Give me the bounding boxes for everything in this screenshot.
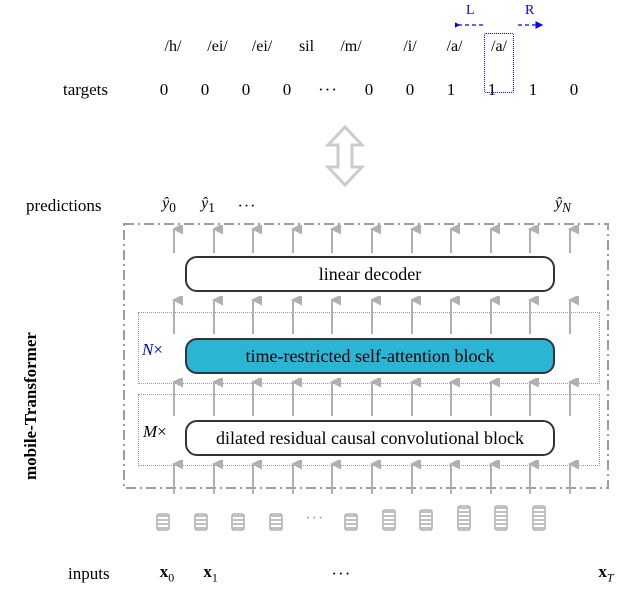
input-feature-glyph [268,500,284,534]
prediction: ŷ0 [159,195,179,216]
input-feature-row: ··· [155,500,547,534]
input-feature-ellipsis: ··· [305,510,321,544]
arrow-set-out [165,225,579,255]
input-symbol [287,562,309,585]
phoneme [378,38,384,56]
prediction [432,195,452,216]
target-value: 1 [434,80,468,100]
target-value: ··· [311,80,345,100]
inputs-row: x0 x1 ··· xT [156,562,620,585]
self-attention-block: time-restricted self-attention block [185,338,555,374]
phoneme: /m/ [333,38,369,56]
input-feature-glyph [230,500,246,534]
phoneme: /h/ [155,38,191,56]
input-symbol [374,562,396,585]
target-value: 0 [229,80,263,100]
prediction: ŷN [549,195,577,216]
target-value: 0 [270,80,304,100]
prediction: ŷ1 [198,195,218,216]
target-value: 1 [475,80,509,100]
targets-label: targets [63,80,108,100]
phoneme: /a/ [481,38,517,56]
arrow-set-in-conv [165,460,579,496]
model-name-label: mobile-Transformer [21,332,41,480]
target-value: 0 [393,80,427,100]
arrow-set-conv-attn [165,378,579,418]
prediction: ··· [237,198,257,219]
input-feature-glyph [418,500,434,534]
n-repeat-label: N× [142,340,163,360]
input-symbol: xT [592,562,620,585]
input-symbol [505,562,527,585]
left-context-arrow: L [455,18,485,32]
right-context-arrow: R [516,18,546,32]
targets-row: 0 0 0 0 ··· 0 0 1 1 1 0 [147,80,591,100]
input-feature-glyph [456,500,472,534]
input-symbol [418,562,440,585]
target-value: 1 [516,80,550,100]
target-value: 0 [188,80,222,100]
prediction [276,195,296,216]
prediction [315,195,335,216]
predictions-label: predictions [26,196,102,216]
input-feature-glyph [531,500,547,534]
prediction [510,195,530,216]
input-symbol [243,562,265,585]
phoneme: /ei/ [244,38,280,56]
predictions-row: ŷ0 ŷ1 ··· ŷN [159,195,577,216]
input-symbol: x0 [156,562,178,585]
input-feature-glyph [493,500,509,534]
left-context-label: L [466,3,475,19]
phoneme: sil [289,38,325,56]
target-value: 0 [557,80,591,100]
target-value: 0 [147,80,181,100]
target-value: 0 [352,80,386,100]
input-symbol [548,562,570,585]
phoneme: /ei/ [200,38,236,56]
input-symbol: x1 [200,562,222,585]
inputs-label: inputs [68,564,110,584]
input-feature-glyph [193,500,209,534]
input-feature-glyph [155,500,171,534]
input-feature-glyph [381,500,397,534]
right-context-label: R [525,3,534,19]
phoneme-row: /h/ /ei/ /ei/ sil /m/ /i/ /a/ /a/ [155,38,517,56]
phoneme: /a/ [437,38,473,56]
input-symbol: ··· [330,564,352,587]
phoneme: /i/ [392,38,428,56]
prediction [471,195,491,216]
prediction [354,195,374,216]
arrow-set-attn-dec [165,296,579,336]
compare-double-arrow [322,125,368,192]
m-repeat-label: M× [143,422,167,442]
prediction [393,195,413,216]
input-feature-glyph [343,500,359,534]
input-symbol [461,562,483,585]
causal-conv-block: dilated residual causal convolutional bl… [185,420,555,456]
linear-decoder-block: linear decoder [185,256,555,292]
